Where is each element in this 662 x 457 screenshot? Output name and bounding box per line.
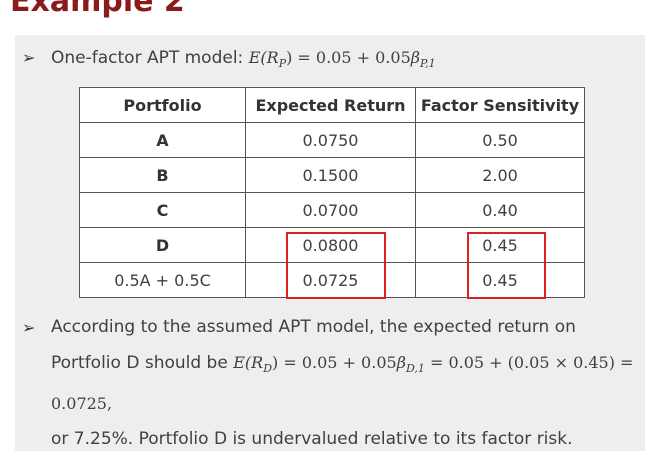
text: One-factor APT model: (51, 48, 249, 68)
math: D (263, 362, 273, 376)
cell: 0.0700 (245, 192, 416, 228)
cell: D (79, 227, 246, 263)
text: or 7.25%. Portfolio D is undervalued rel… (51, 429, 573, 450)
cell: 0.45 (415, 262, 585, 298)
math: E (248, 48, 261, 67)
header-cell: Expected Return (245, 87, 416, 123)
math: = 0.05 + (0.05 × 0.45) = 0.0725, (51, 353, 634, 414)
math: (R (260, 48, 279, 67)
cell: B (79, 157, 246, 193)
bullet: One-factor APT model: E(RP) = 0.05 + 0.0… (51, 40, 436, 81)
cell: 0.40 (415, 192, 585, 228)
table: Portfolio Expected Return Factor Sensiti… (79, 87, 585, 298)
cell: 0.1500 (245, 157, 416, 193)
cell: 0.0725 (245, 262, 416, 298)
highlight-box (467, 232, 546, 299)
cell: 2.00 (415, 157, 585, 193)
math: P,1 (420, 57, 436, 71)
cell: C (79, 192, 246, 228)
cell: 0.5A + 0.5C (79, 262, 246, 298)
header-cell: Portfolio (79, 87, 246, 123)
math: E (233, 353, 245, 372)
math: ) = 0.05 + 0.05 (286, 48, 411, 67)
bullet-marker: ➢ (22, 318, 36, 337)
math: ) = 0.05 + 0.05 (272, 353, 397, 372)
math: D,1 (405, 362, 425, 376)
text: According to the assumed APT model, the … (51, 317, 576, 373)
math: β (410, 48, 420, 67)
title: Example 2 (10, 0, 185, 19)
math: P (278, 57, 287, 71)
bullet-marker: ➢ (22, 48, 36, 67)
cell: 0.0750 (245, 122, 416, 158)
cell: 0.50 (415, 122, 585, 158)
math: β (396, 353, 406, 372)
bullet: According to the assumed APT model, the … (51, 310, 641, 457)
math: (R (244, 353, 264, 372)
highlight-box (286, 232, 386, 299)
cell: A (79, 122, 246, 158)
header-cell: Factor Sensitivity (415, 87, 585, 123)
